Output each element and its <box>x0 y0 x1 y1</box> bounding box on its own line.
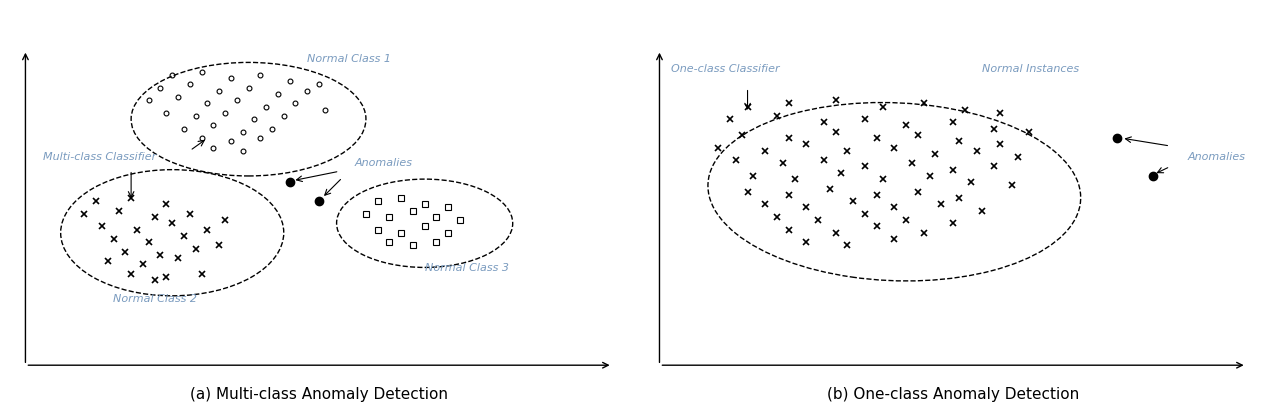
Text: (a) Multi-class Anomaly Detection: (a) Multi-class Anomaly Detection <box>190 387 448 402</box>
Text: Normal Class 2: Normal Class 2 <box>113 294 197 304</box>
Text: Normal Class 3: Normal Class 3 <box>425 263 509 273</box>
Text: One-class Classifier: One-class Classifier <box>672 64 780 74</box>
Text: Anomalies: Anomalies <box>1188 152 1245 162</box>
Text: Multi-class Classifier: Multi-class Classifier <box>43 152 156 162</box>
Text: Normal Class 1: Normal Class 1 <box>308 54 392 64</box>
Text: Anomalies: Anomalies <box>354 159 412 168</box>
Text: Normal Instances: Normal Instances <box>982 64 1080 74</box>
Text: (b) One-class Anomaly Detection: (b) One-class Anomaly Detection <box>827 387 1079 402</box>
